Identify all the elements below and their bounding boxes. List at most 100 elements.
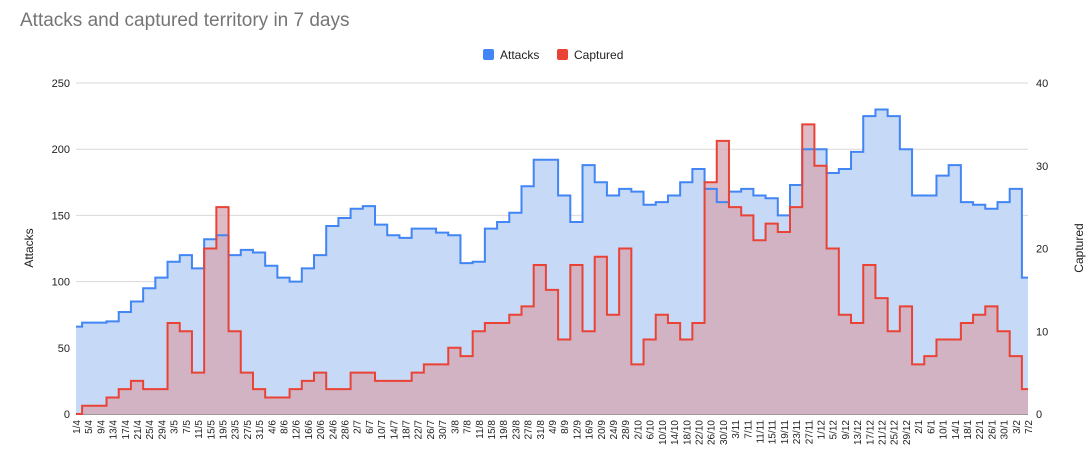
x-tick: 9/4	[96, 420, 107, 434]
x-tick: 30/1	[1000, 420, 1011, 440]
x-tick: 3/5	[170, 420, 181, 434]
y-tick-left: 150	[52, 210, 70, 222]
x-tick: 15/11	[768, 420, 779, 445]
legend-label-captured: Captured	[574, 48, 623, 62]
x-tick: 18/7	[402, 420, 413, 440]
x-tick: 26/10	[707, 420, 718, 445]
x-tick: 10/10	[658, 420, 669, 445]
x-tick: 6/1	[926, 420, 937, 434]
x-tick: 23/11	[792, 420, 803, 445]
x-tick: 11/11	[755, 420, 766, 444]
series-area-captured	[76, 124, 1028, 414]
x-tick: 5/12	[829, 420, 840, 440]
x-tick: 8/9	[560, 420, 571, 434]
x-tick: 17/4	[121, 420, 132, 440]
x-tick: 27/8	[524, 420, 535, 440]
series-line-attacks	[76, 108, 1028, 328]
x-tick: 24/6	[328, 420, 339, 440]
x-tick: 13/12	[853, 420, 864, 445]
x-tick: 3/8	[450, 420, 461, 434]
x-tick: 6/10	[646, 420, 657, 440]
series-areas	[76, 109, 1028, 414]
x-tick: 4/9	[548, 420, 559, 434]
x-tick: 16/6	[304, 420, 315, 440]
x-tick: 18/10	[682, 420, 693, 445]
x-tick: 28/6	[341, 420, 352, 440]
x-tick: 14/1	[951, 420, 962, 440]
x-tick: 25/4	[145, 420, 156, 440]
x-tick: 15/5	[206, 420, 217, 440]
x-tick: 12/9	[572, 420, 583, 440]
legend-swatch-captured	[557, 49, 568, 60]
series-lines	[76, 108, 1028, 415]
x-tick: 22/7	[414, 420, 425, 440]
x-tick: 30/10	[719, 420, 730, 445]
y-axis-label-left: Attacks	[22, 228, 36, 267]
y-tick-right: 20	[1036, 244, 1048, 256]
x-tick: 10/1	[939, 420, 950, 440]
x-tick: 28/9	[621, 420, 632, 440]
y-tick-left: 50	[58, 343, 70, 355]
x-tick: 23/8	[511, 420, 522, 440]
x-tick: 14/10	[670, 420, 681, 445]
x-tick: 26/7	[426, 420, 437, 440]
x-tick: 11/5	[194, 420, 205, 439]
y-tick-right: 30	[1036, 161, 1048, 173]
legend-label-attacks: Attacks	[500, 48, 539, 62]
x-tick: 7/11	[743, 420, 754, 439]
y-tick-left: 200	[52, 144, 70, 156]
y-tick-right: 40	[1036, 78, 1048, 90]
y-axis-label-right: Captured	[1072, 223, 1086, 272]
x-tick: 3/2	[1012, 420, 1023, 434]
x-tick: 1/4	[72, 420, 83, 434]
x-tick: 20/6	[316, 420, 327, 440]
x-tick: 7/2	[1024, 420, 1035, 434]
x-tick: 7/5	[182, 420, 193, 434]
x-tick: 4/6	[267, 420, 278, 434]
x-tick: 2/1	[914, 420, 925, 434]
x-tick: 31/8	[536, 420, 547, 440]
x-tick: 13/4	[109, 420, 120, 440]
x-tick: 24/9	[609, 420, 620, 440]
x-tick: 9/12	[841, 420, 852, 440]
series-line-captured	[76, 123, 1028, 415]
x-tick: 19/11	[780, 420, 791, 445]
x-tick: 21/12	[878, 420, 889, 445]
x-tick: 19/5	[218, 420, 229, 440]
x-tick: 26/1	[987, 420, 998, 440]
x-tick: 2/7	[353, 420, 364, 434]
chart-title: Attacks and captured territory in 7 days	[20, 10, 350, 31]
x-tick: 27/11	[804, 420, 815, 445]
x-tick: 12/6	[292, 420, 303, 440]
x-tick: 19/8	[499, 420, 510, 440]
x-tick: 7/8	[463, 420, 474, 434]
x-tick: 15/8	[487, 420, 498, 440]
x-tick: 17/12	[865, 420, 876, 445]
y-tick-left: 0	[64, 409, 70, 421]
y-tick-right: 10	[1036, 326, 1048, 338]
x-tick: 6/7	[365, 420, 376, 434]
x-tick: 25/12	[890, 420, 901, 445]
x-tick: 20/9	[597, 420, 608, 440]
x-tick: 1/12	[817, 420, 828, 440]
y-tick-right: 0	[1036, 409, 1042, 421]
x-tick: 22/10	[694, 420, 705, 445]
x-tick: 30/7	[438, 420, 449, 440]
x-tick: 18/1	[963, 420, 974, 440]
x-tick: 16/9	[585, 420, 596, 440]
x-tick: 23/5	[231, 420, 242, 440]
x-tick: 8/6	[279, 420, 290, 434]
x-tick: 29/12	[902, 420, 913, 445]
legend-swatch-attacks	[483, 49, 494, 60]
x-tick: 10/7	[377, 420, 388, 440]
x-tick: 3/11	[731, 420, 742, 439]
y-tick-left: 250	[52, 78, 70, 90]
x-tick: 29/4	[157, 420, 168, 440]
x-tick: 27/5	[243, 420, 254, 440]
y-tick-left: 100	[52, 277, 70, 289]
legend: Attacks Captured	[483, 48, 623, 62]
x-tick: 2/10	[633, 420, 644, 440]
x-tick: 22/1	[975, 420, 986, 440]
